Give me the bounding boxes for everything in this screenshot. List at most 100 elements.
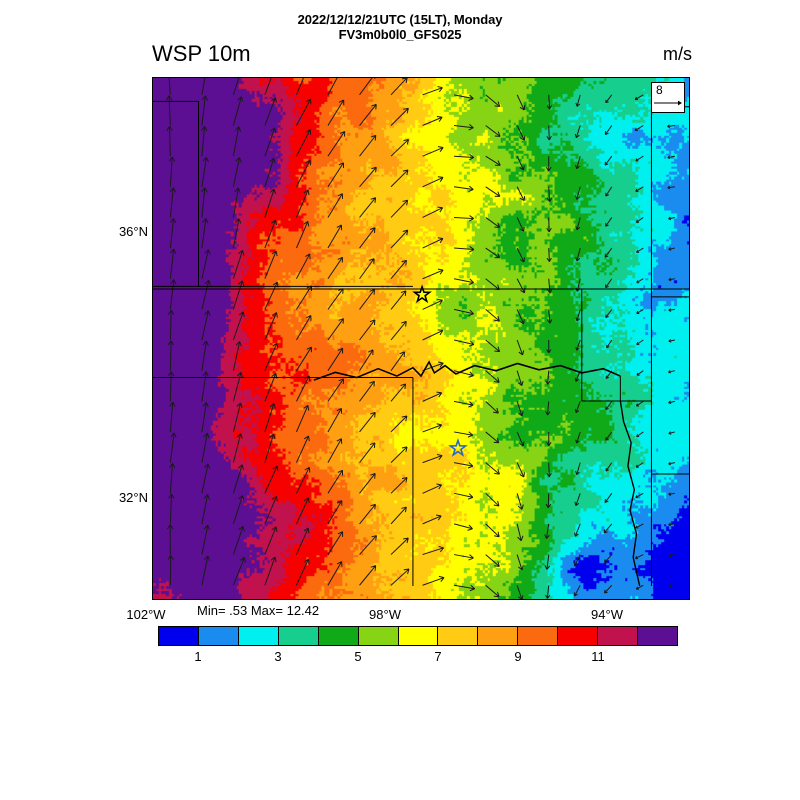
wind-vector-arrow	[296, 253, 311, 279]
wind-vector-arrow	[605, 278, 613, 289]
wind-vector-arrow	[422, 453, 443, 464]
wind-vector-arrow	[422, 575, 445, 586]
wind-vector-arrow	[169, 432, 177, 463]
wind-vector-arrow	[635, 155, 644, 162]
wind-vector-arrow	[296, 98, 312, 126]
wind-vector-arrow	[232, 280, 245, 310]
wind-vector-arrow	[232, 433, 243, 463]
wind-vector-arrow	[232, 78, 240, 95]
wind-vector-arrow	[485, 554, 500, 567]
wind-vector-arrow	[390, 78, 408, 96]
wind-vector-arrow	[296, 220, 310, 249]
lon-tick-label-98w: 98°W	[369, 607, 401, 622]
wind-vector-arrow	[201, 156, 209, 187]
wind-vector-arrow	[667, 155, 675, 159]
wind-vector-arrow	[422, 176, 444, 188]
wind-vector-arrow	[359, 78, 376, 96]
colorbar-tick-label: 5	[354, 649, 362, 664]
wind-vector-arrow	[201, 432, 210, 463]
wind-vector-arrow	[453, 492, 474, 500]
colorbar-segment	[598, 627, 639, 645]
wind-vector-arrow	[635, 186, 644, 192]
wind-vector-arrow	[575, 309, 581, 322]
colorbar-segment	[518, 627, 559, 645]
wind-vector-arrow	[516, 462, 525, 478]
wind-vector-arrow	[264, 127, 277, 157]
wind-vector-arrow	[390, 537, 409, 555]
lon-tick-label-102w: 102°W	[126, 607, 166, 622]
wind-vector-arrow	[516, 339, 525, 356]
station-marker-black	[412, 284, 432, 304]
wind-vector-arrow	[327, 561, 343, 586]
wind-vector-arrow	[296, 159, 312, 188]
wind-vector-arrow	[545, 401, 551, 416]
wind-vector-arrow	[516, 94, 526, 111]
wind-vector-arrow	[516, 523, 524, 542]
wind-vector-arrow	[390, 259, 407, 280]
wind-vector-arrow	[453, 431, 474, 438]
colorbar-segment	[558, 627, 599, 645]
wind-vector-arrow	[327, 500, 343, 525]
wind-vector-arrow	[575, 462, 581, 475]
wind-vector-arrow	[605, 462, 613, 472]
wind-vector-arrow	[453, 94, 474, 101]
wind-vector-arrow	[296, 315, 312, 341]
wind-vector-arrow	[668, 584, 675, 588]
wind-vector-arrow	[485, 186, 501, 197]
wind-vector-arrow	[604, 247, 613, 258]
wind-vector-arrow	[635, 492, 644, 499]
station-marker-blue	[448, 438, 468, 457]
wind-vector-arrow	[573, 523, 581, 537]
wind-vector-arrow	[453, 523, 473, 531]
lat-tick-label-32n: 32°N	[118, 490, 148, 505]
wind-vector-arrow	[454, 154, 475, 161]
vector-reference-value: 8	[656, 83, 663, 97]
station-markers	[412, 284, 468, 457]
wind-vector-arrow	[422, 268, 444, 280]
units-label: m/s	[663, 44, 692, 64]
wind-vector-arrow	[359, 442, 376, 463]
wind-vector-arrow	[485, 584, 500, 598]
wind-vector-arrow	[668, 492, 675, 496]
colorbar-tick-label: 1	[194, 649, 202, 664]
wind-vector-arrow	[390, 476, 408, 494]
colorbar-tick-label: 11	[591, 649, 605, 664]
wind-vector-arrow	[264, 403, 276, 433]
wind-vector-arrow	[327, 469, 343, 494]
wind-vector-arrow	[201, 279, 211, 310]
wind-vector-arrow	[359, 319, 376, 341]
colorbar-segment	[278, 627, 319, 645]
wind-vector-arrow	[359, 289, 375, 310]
wind-vector-arrow	[575, 431, 581, 444]
wind-vector-arrow	[636, 308, 644, 314]
wind-vector-arrow	[201, 95, 209, 126]
colorbar-segment	[198, 627, 239, 645]
wind-vector-arrow	[359, 503, 376, 525]
wind-vector-arrow	[453, 554, 474, 561]
colorbar-tick-label: 9	[514, 649, 522, 664]
wind-vector-arrow	[390, 320, 407, 341]
wind-vector-arrow	[327, 78, 338, 96]
wind-vector-arrow	[485, 492, 500, 507]
wind-vector-arrow	[485, 309, 500, 322]
wind-vector-arrow	[169, 279, 177, 310]
wind-vector-arrow	[635, 523, 644, 529]
wind-vector-arrow	[668, 277, 675, 282]
border-red-river	[313, 360, 621, 381]
wind-vector-arrow	[390, 169, 409, 188]
map-plot-area: 8	[152, 77, 690, 600]
wind-vector-arrow	[575, 94, 581, 107]
colorbar-segment	[238, 627, 279, 645]
wind-vector-arrow	[634, 554, 644, 560]
wind-vector-arrow	[264, 97, 277, 126]
wind-vector-arrow	[264, 526, 278, 555]
wind-vector-arrow	[359, 227, 376, 249]
colorbar-tick-label: 7	[434, 649, 442, 664]
wind-vector-arrow	[232, 372, 244, 402]
wind-vector-arrow	[232, 96, 244, 126]
wind-vector-arrow	[359, 473, 376, 494]
wind-vector-arrow	[668, 400, 675, 405]
wind-vector-arrow	[390, 446, 408, 463]
wind-vector-arrow	[606, 339, 613, 349]
wind-vector-arrow	[359, 535, 377, 555]
